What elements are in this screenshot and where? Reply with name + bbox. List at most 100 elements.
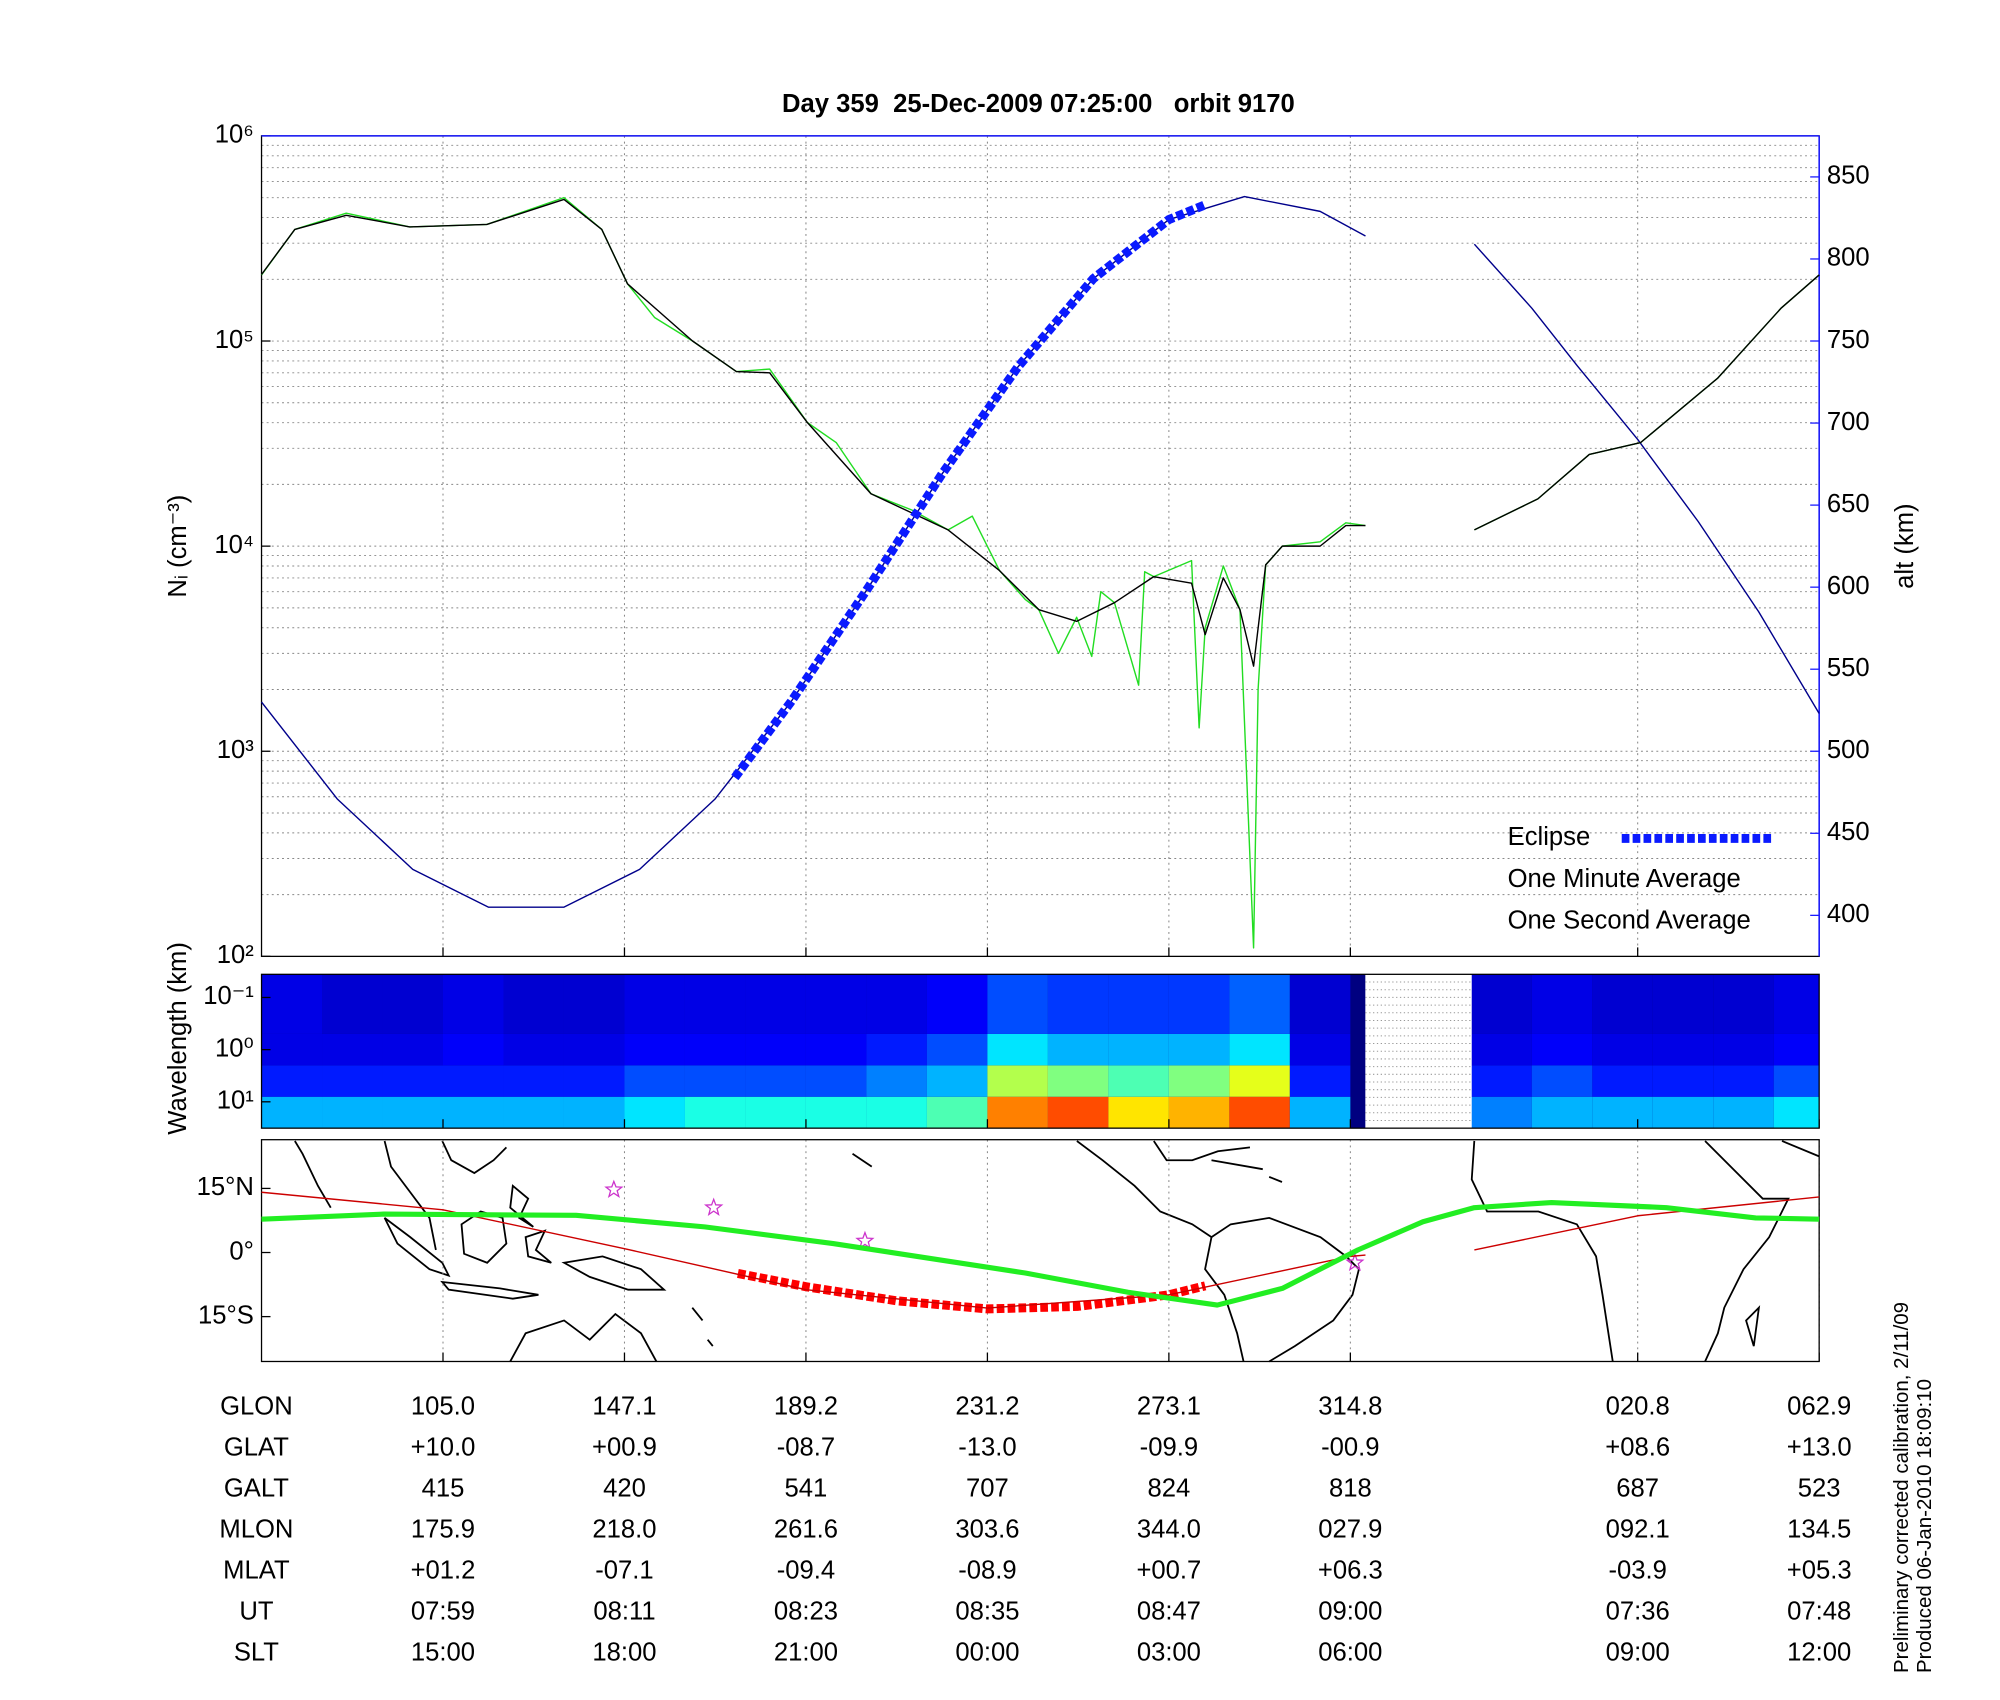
heatmap-cell	[442, 1096, 504, 1129]
table-cell: 314.8	[1318, 1392, 1382, 1420]
y2-tick-label: 700	[1827, 408, 1870, 436]
y2-tick-label: 550	[1827, 654, 1870, 682]
table-cell: -07.1	[595, 1556, 653, 1584]
table-cell: 06:00	[1318, 1639, 1382, 1667]
y2-tick-label: 600	[1827, 572, 1870, 600]
heatmap-cell	[1713, 974, 1774, 1034]
table-cell: 00:00	[955, 1639, 1019, 1667]
y-axis-label: Wavelength (km)	[164, 942, 192, 1135]
coastline	[1204, 1236, 1245, 1362]
table-cell: -09.9	[1140, 1433, 1198, 1461]
plot-layer: 10² 10³ 10⁴ 10⁵ 10⁶ 400 450 500 550 600 650 700 750 8…	[164, 121, 1936, 1673]
heatmap-cell	[261, 1065, 323, 1097]
table-cell: 062.9	[1787, 1392, 1851, 1420]
heatmap-cell	[1229, 1096, 1290, 1129]
star-marker	[1345, 1252, 1365, 1272]
table-cell: 707	[966, 1474, 1009, 1502]
heatmap-cell	[1108, 1033, 1169, 1066]
heatmap-cell	[684, 1065, 746, 1097]
legend-label: One Minute Average	[1508, 865, 1741, 893]
coastline	[460, 1210, 508, 1264]
coastline	[1704, 1140, 1790, 1362]
heatmap-cell	[322, 1096, 383, 1129]
heatmap-cell	[563, 1033, 625, 1066]
table-cell: 09:00	[1606, 1639, 1670, 1667]
heatmap-cell	[1168, 1033, 1230, 1066]
heatmap-cell	[987, 1065, 1048, 1097]
heatmap-cell	[1289, 1096, 1351, 1129]
heatmap-cell	[987, 1096, 1048, 1129]
heatmap-cell	[1471, 974, 1532, 1034]
heatmap-cell	[745, 1065, 806, 1097]
coastline	[509, 1184, 534, 1228]
heatmap-cell	[866, 974, 927, 1034]
table-cell: 687	[1616, 1474, 1659, 1502]
footnote: Preliminary corrected calibration, 2/11/…	[1890, 1302, 1913, 1673]
heatmap-cell	[382, 1096, 443, 1129]
heatmap-cell	[1531, 1033, 1593, 1066]
y-tick-label: 10³	[217, 736, 255, 764]
heatmap-cell	[1289, 1033, 1351, 1066]
heatmap-cell	[624, 1065, 685, 1097]
y-tick-label: 10⁶	[215, 121, 254, 149]
table-cell: 12:00	[1787, 1639, 1851, 1667]
table-cell: 07:48	[1787, 1598, 1851, 1626]
heatmap-cell	[1652, 974, 1714, 1034]
line	[260, 195, 1820, 908]
coastline	[561, 1255, 667, 1291]
heatmap-cell	[1773, 1096, 1820, 1129]
table-row-label: GLON	[220, 1392, 293, 1420]
heatmap-cell	[1773, 1033, 1820, 1066]
coastline	[1076, 1140, 1212, 1238]
heatmap-cell	[1592, 974, 1653, 1034]
heatmap-cell	[1471, 1065, 1532, 1097]
heatmap-cell	[926, 1065, 988, 1097]
heatmap-cell	[1108, 974, 1169, 1034]
heatmap-cell	[1531, 1096, 1593, 1129]
table-row-label: GLAT	[224, 1433, 289, 1461]
heatmap-cell	[866, 1065, 927, 1097]
heatmap-cell	[805, 1096, 867, 1129]
table-cell: 175.9	[411, 1515, 475, 1543]
table-cell: 420	[603, 1474, 646, 1502]
table-cell: 261.6	[774, 1515, 838, 1543]
heatmap-cell	[745, 1096, 806, 1129]
coastline	[383, 1140, 437, 1251]
star-marker	[604, 1179, 624, 1199]
heatmap-cell	[1713, 1033, 1774, 1066]
coastlines	[294, 1140, 1820, 1363]
heatmap-cell	[745, 974, 806, 1034]
heatmap-cell	[261, 1033, 323, 1066]
line	[261, 1199, 1820, 1308]
heatmap-cell	[1592, 1096, 1653, 1129]
line	[737, 1269, 1207, 1314]
table-row-label: UT	[239, 1598, 274, 1626]
heatmap-cell	[1229, 974, 1290, 1034]
table-cell: +10.0	[411, 1433, 476, 1461]
coastline	[1153, 1140, 1251, 1162]
table-cell: 523	[1798, 1474, 1841, 1502]
heatmap-cell	[624, 1033, 685, 1066]
coastline	[441, 1140, 508, 1175]
y-tick-label: 10⁻¹	[203, 982, 254, 1010]
heatmap-cell	[1047, 974, 1109, 1034]
heatmap-cell	[1108, 1096, 1169, 1129]
heatmap-cell	[684, 974, 746, 1034]
y2-axis-label: alt (km)	[1891, 503, 1919, 588]
heatmap-cell	[442, 1033, 504, 1066]
heatmap-cell	[926, 974, 988, 1034]
coastline	[1211, 1159, 1283, 1183]
table-cell: 134.5	[1787, 1515, 1851, 1543]
heatmap-cell	[1168, 1065, 1230, 1097]
series-line	[260, 198, 1820, 667]
series-line	[731, 200, 1207, 781]
table-cell: -03.9	[1608, 1556, 1666, 1584]
heatmap-cell	[1289, 1065, 1351, 1097]
heatmap-cell	[1652, 1065, 1714, 1097]
y2-tick-label: 400	[1827, 900, 1870, 928]
spectrogram-cells	[261, 974, 1820, 1129]
heatmap-cell	[1471, 1033, 1532, 1066]
table-cell: 03:00	[1137, 1639, 1201, 1667]
table-cell: 027.9	[1318, 1515, 1382, 1543]
